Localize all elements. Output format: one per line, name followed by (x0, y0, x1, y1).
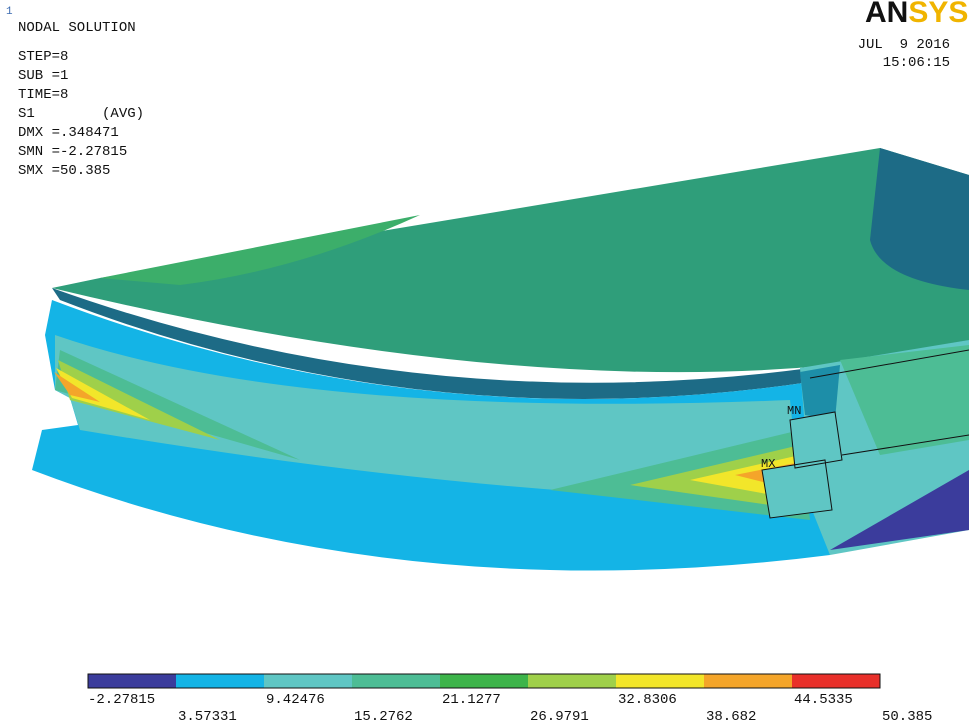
beam-zone (55, 335, 800, 500)
legend-swatch (88, 674, 176, 688)
block-zone (800, 365, 840, 420)
beam-zone (54, 372, 100, 402)
info-line: S1 (AVG) (18, 106, 144, 122)
legend-label: 44.5335 (794, 692, 853, 708)
slab-edge (52, 288, 969, 399)
info-line: SMN =-2.27815 (18, 144, 127, 160)
beam-zone (56, 368, 150, 420)
legend-label: 21.1277 (442, 692, 501, 708)
time: 15:06:15 (883, 55, 950, 71)
info-block: STEP=8 SUB =1 TIME=8 S1 (AVG) DMX =.348471 SM… (18, 49, 144, 179)
legend-frame (87, 673, 881, 689)
legend-swatch (176, 674, 264, 688)
date: JUL 9 2016 (858, 37, 950, 53)
info-line: SUB =1 (18, 68, 68, 84)
slab-zone (870, 148, 969, 290)
min-label: MN (787, 404, 801, 418)
block-zone (830, 470, 969, 550)
info-line: SMX =50.385 (18, 163, 110, 179)
legend-label: 15.2762 (354, 709, 413, 725)
edge (841, 434, 969, 456)
edge (809, 349, 969, 379)
beam-zone (55, 350, 300, 460)
model (32, 148, 969, 571)
slab-top (52, 148, 969, 373)
window-marker: 1 (6, 6, 13, 18)
contact-element (761, 411, 843, 519)
max-label: MX (761, 457, 775, 471)
legend-label: 3.57331 (178, 709, 237, 725)
legend-swatch (704, 674, 792, 688)
legend-label: 9.42476 (266, 692, 325, 708)
legend-swatch (616, 674, 704, 688)
info-line: TIME=8 (18, 87, 68, 103)
legend-label: 32.8306 (618, 692, 677, 708)
legend-label: -2.27815 (88, 692, 155, 708)
block-zone (840, 345, 969, 455)
beam-zone (58, 360, 220, 440)
logo: ANSYS (865, 0, 968, 29)
info-line: STEP=8 (18, 49, 68, 65)
info-line: DMX =.348471 (18, 125, 119, 141)
legend-swatch (264, 674, 352, 688)
legend-swatch (528, 674, 616, 688)
slab-zone (100, 215, 420, 285)
legend-label: 38.682 (706, 709, 756, 725)
legend-swatch (440, 674, 528, 688)
legend-swatch (352, 674, 440, 688)
legend-label: 50.385 (882, 709, 932, 725)
legend-swatch (792, 674, 880, 688)
plot-title: NODAL SOLUTION (18, 20, 136, 36)
legend: -2.27815 3.57331 9.42476 15.2762 21.1277 26.9… (87, 673, 932, 725)
legend-label: 26.9791 (530, 709, 589, 725)
